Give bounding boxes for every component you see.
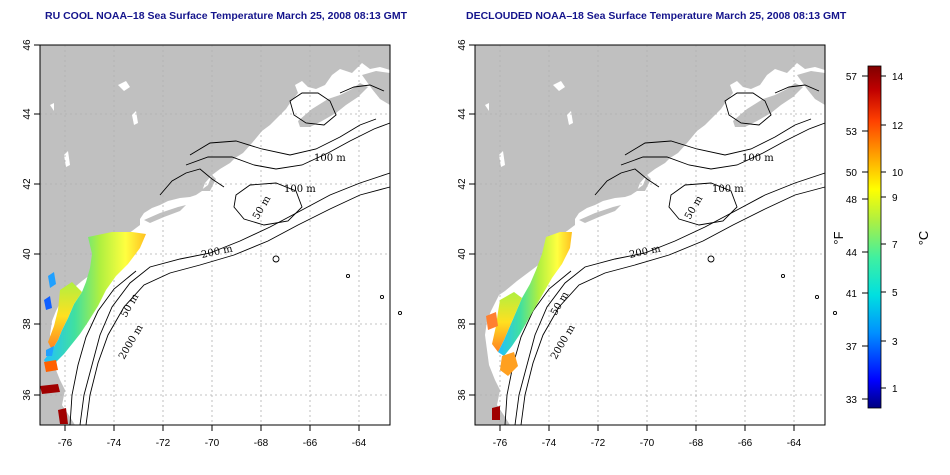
lon-tick: -70 [205, 438, 220, 449]
lon-tick: -64 [352, 438, 367, 449]
map-frame-raw [39, 44, 391, 426]
lon-tick: -72 [156, 438, 171, 449]
fahrenheit-tick: 57 [846, 72, 858, 83]
lat-tick: 44 [457, 108, 468, 120]
lat-tick: 42 [22, 178, 33, 190]
lon-tick: -70 [640, 438, 655, 449]
map-panel-declouded: 100 m 100 m 50 m 200 m 50 m 2000 m -76 -… [457, 39, 838, 449]
celsius-tick: 7 [892, 240, 898, 251]
celsius-label: °C [916, 231, 931, 246]
lat-tick: 46 [457, 39, 468, 51]
lon-tick: -66 [303, 438, 318, 449]
celsius-tick: 10 [892, 168, 904, 179]
sst-swath-raw [44, 232, 146, 368]
lon-tick: -76 [58, 438, 73, 449]
lon-tick: -76 [493, 438, 508, 449]
celsius-tick: 9 [892, 193, 898, 204]
lat-tick: 40 [457, 248, 468, 260]
lon-tick: -68 [689, 438, 704, 449]
lat-tick: 40 [22, 248, 33, 260]
lon-tick: -68 [254, 438, 269, 449]
lat-tick: 36 [457, 389, 468, 401]
contour-label-100m-a: 100 m [742, 153, 774, 164]
lon-tick: -74 [107, 438, 122, 449]
celsius-tick: 3 [892, 337, 898, 348]
celsius-tick: 14 [892, 72, 904, 83]
celsius-tick: 5 [892, 288, 898, 299]
lat-tick: 38 [457, 318, 468, 330]
map-panel-raw: 100 m 100 m 50 m 200 m 50 m 2000 m -76 -… [22, 39, 403, 449]
contour-label-100m-b: 100 m [712, 184, 744, 195]
celsius-tick: 1 [892, 384, 898, 395]
contour-label-100m-a: 100 m [314, 153, 346, 164]
lon-tick: -66 [738, 438, 753, 449]
lat-tick: 46 [22, 39, 33, 51]
fahrenheit-tick: 44 [846, 248, 858, 259]
fahrenheit-tick: 50 [846, 168, 858, 179]
lon-tick: -72 [591, 438, 606, 449]
lat-tick: 42 [457, 178, 468, 190]
fahrenheit-tick: 37 [846, 342, 858, 353]
lat-tick: 38 [22, 318, 33, 330]
celsius-tick: 12 [892, 121, 904, 132]
fahrenheit-label: °F [831, 231, 846, 244]
lat-tick: 44 [22, 108, 33, 120]
contour-label-100m-b: 100 m [284, 184, 316, 195]
lat-tick: 36 [22, 389, 33, 401]
fahrenheit-tick: 53 [846, 127, 858, 138]
sst-swath-declouded [498, 232, 572, 356]
map-frame-declouded [474, 44, 826, 426]
map-title-declouded: DECLOUDED NOAA–18 Sea Surface Temperatur… [466, 10, 847, 22]
map-title-raw: RU COOL NOAA–18 Sea Surface Temperature … [45, 10, 408, 22]
lon-tick: -64 [787, 438, 802, 449]
lon-tick: -74 [542, 438, 557, 449]
fahrenheit-tick: 48 [846, 195, 858, 206]
temperature-colorbar: 57 53 50 48 44 41 37 33 14 12 10 9 7 5 3… [831, 65, 931, 409]
fahrenheit-tick: 41 [846, 289, 858, 300]
fahrenheit-tick: 33 [846, 395, 858, 406]
